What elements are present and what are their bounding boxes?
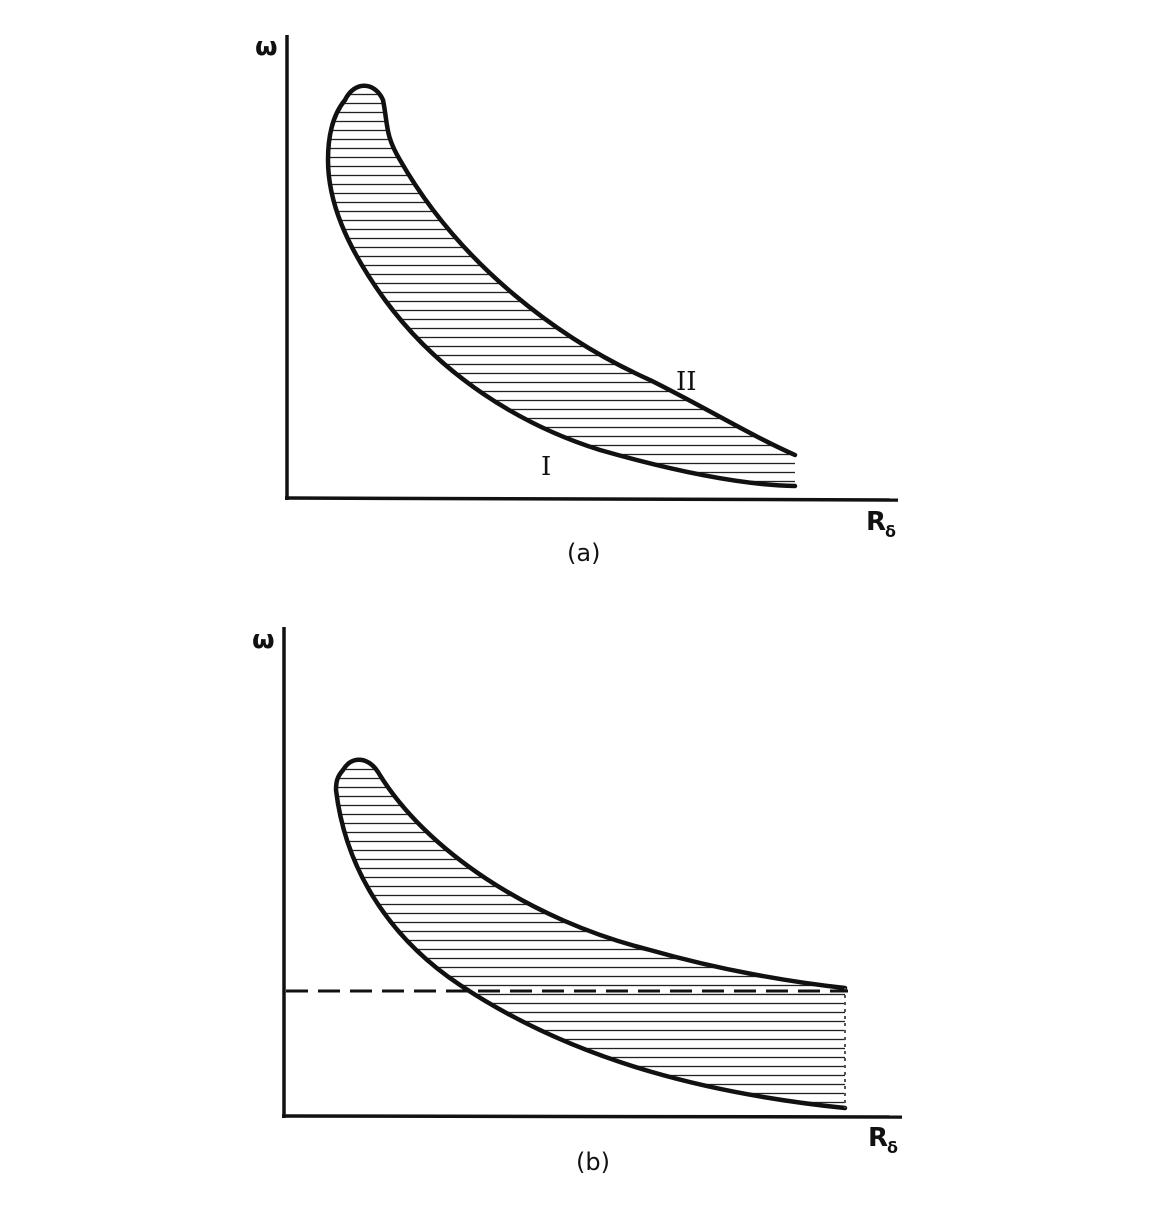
panel-a: ω R δ II I (a) bbox=[255, 32, 899, 567]
panel-b-upper-curve bbox=[340, 757, 848, 991]
panel-b-x-axis bbox=[281, 1114, 903, 1119]
panel-b-lower-curve bbox=[333, 767, 848, 1111]
panel-a-instability-region bbox=[328, 85, 795, 486]
panel-b-x-axis-subscript: δ bbox=[887, 1138, 898, 1157]
panel-b-y-axis-label: ω bbox=[252, 625, 275, 655]
panel-a-caption: (a) bbox=[567, 539, 600, 567]
panel-b-x-axis-label: R bbox=[868, 1123, 888, 1153]
panel-a-x-axis-label: R bbox=[866, 507, 886, 537]
panel-a-x-axis-subscript: δ bbox=[885, 522, 896, 541]
panel-b-caption: (b) bbox=[576, 1148, 610, 1176]
panel-a-curve-i bbox=[325, 97, 798, 489]
panel-b: ω R δ (b) bbox=[252, 625, 903, 1176]
panel-a-curve-ii bbox=[342, 83, 798, 458]
panel-a-x-axis bbox=[284, 496, 899, 502]
panel-a-y-axis-label: ω bbox=[255, 32, 278, 62]
panel-a-curve-i-label: I bbox=[541, 452, 551, 482]
panel-a-curve-ii-label: II bbox=[676, 367, 697, 397]
